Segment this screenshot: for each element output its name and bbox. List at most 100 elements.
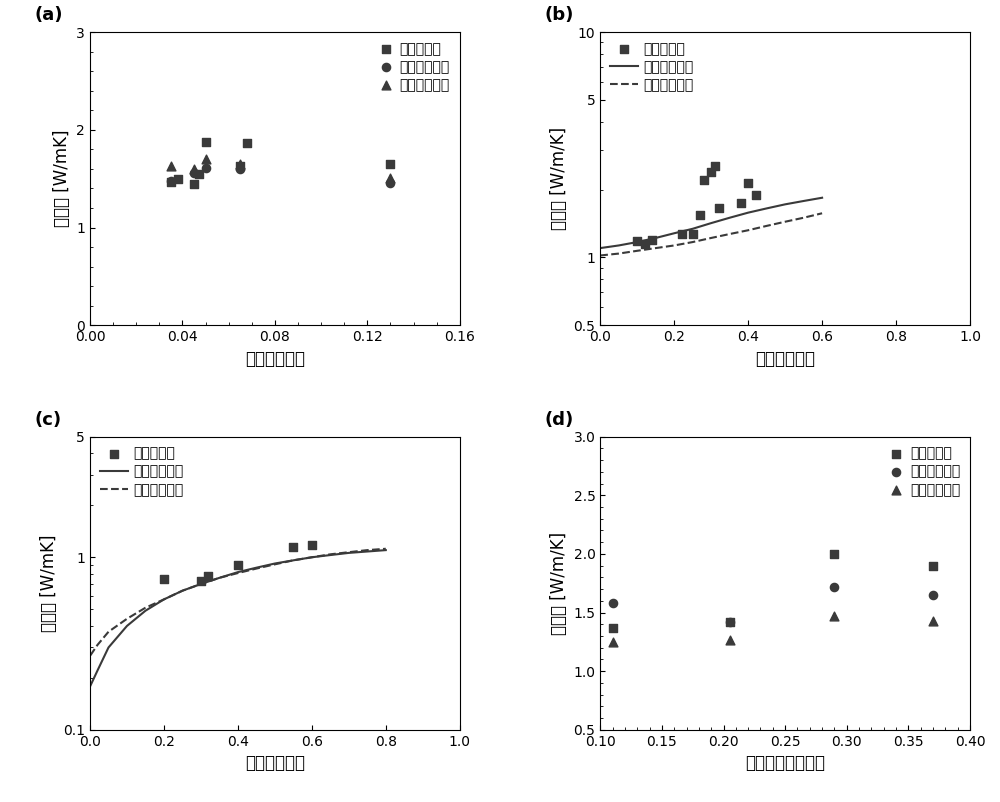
Line: 几何平均模型: 几何平均模型 — [600, 213, 822, 256]
Y-axis label: 热导率 [W/mK]: 热导率 [W/mK] — [53, 130, 71, 228]
额粒包裹模型 — [798, 196, 810, 206]
额粒包裹模型 — [722, 615, 738, 628]
几何平均模型 — [722, 633, 738, 646]
额粒包裹模型 — [250, 563, 262, 573]
额粒包裹模型 — [121, 621, 133, 630]
实验测量値 — [696, 174, 712, 187]
实验测量値 — [748, 188, 764, 201]
额粒包裹模型 — [826, 581, 842, 593]
实验测量値 — [186, 177, 202, 190]
额粒包裹模型 — [631, 237, 643, 247]
Line: 几何平均模型: 几何平均模型 — [90, 549, 386, 655]
几何平均模型 — [213, 573, 225, 582]
几何平均模型 — [158, 594, 170, 604]
实验测量値 — [170, 172, 186, 185]
额粒包裹模型 — [668, 229, 680, 238]
几何平均模型 — [269, 560, 281, 569]
Y-axis label: 热导率 [W/mK]: 热导率 [W/mK] — [40, 534, 58, 632]
额粒包裹模型 — [84, 681, 96, 691]
实验测量値 — [826, 548, 842, 561]
孔隙填充模型 — [186, 166, 202, 179]
几何平均模型 — [91, 640, 103, 650]
Y-axis label: 热导率 [W/m/K]: 热导率 [W/m/K] — [550, 532, 568, 635]
几何平均模型 — [613, 249, 625, 258]
几何平均模型 — [163, 160, 179, 172]
实验测量値 — [740, 176, 756, 189]
实验测量値 — [703, 165, 719, 178]
几何平均模型 — [705, 233, 717, 243]
Legend: 实验测量値, 孔隙填充模型, 几何平均模型: 实验测量値, 孔隙填充模型, 几何平均模型 — [375, 39, 453, 95]
额粒包裹模型 — [195, 579, 207, 589]
几何平均模型 — [380, 544, 392, 553]
实验测量値 — [722, 615, 738, 628]
额粒包裹模型 — [650, 233, 662, 243]
实验测量値 — [925, 559, 941, 572]
几何平均模型 — [343, 548, 355, 557]
实验测量値 — [239, 136, 255, 149]
额粒包裹模型 — [361, 547, 373, 557]
额粒包裹模型 — [287, 556, 299, 565]
Line: 额粒包裹模型: 额粒包裹模型 — [90, 550, 386, 686]
额粒包裹模型 — [613, 241, 625, 250]
实验测量値 — [200, 569, 216, 582]
几何平均模型 — [687, 237, 699, 247]
几何平均模型 — [121, 614, 133, 624]
Line: 额粒包裹模型: 额粒包裹模型 — [600, 198, 822, 248]
Text: (a): (a) — [35, 6, 63, 24]
实验测量値 — [685, 228, 701, 241]
几何平均模型 — [139, 603, 151, 613]
几何平均模型 — [324, 549, 336, 559]
实验测量値 — [733, 196, 749, 209]
实验测量値 — [191, 168, 207, 180]
额粒包裹模型 — [102, 642, 114, 652]
Text: (b): (b) — [545, 6, 574, 24]
额粒包裹模型 — [605, 597, 621, 610]
几何平均模型 — [361, 545, 373, 555]
几何平均模型 — [198, 152, 214, 165]
几何平均模型 — [650, 243, 662, 253]
额粒包裹模型 — [705, 218, 717, 228]
X-axis label: 水合物饱和度: 水合物饱和度 — [755, 350, 815, 367]
实验测量値 — [629, 235, 645, 248]
额粒包裹模型 — [724, 213, 736, 222]
几何平均模型 — [826, 610, 842, 622]
几何平均模型 — [176, 586, 188, 596]
几何平均模型 — [306, 553, 318, 562]
额粒包裹模型 — [380, 545, 392, 555]
几何平均模型 — [668, 241, 680, 250]
X-axis label: 水合物饱和度: 水合物饱和度 — [245, 754, 305, 772]
Legend: 实验测量値, 额粒包裹模型, 几何平均模型: 实验测量値, 额粒包裹模型, 几何平均模型 — [885, 444, 963, 500]
实验测量値 — [382, 157, 398, 170]
实验测量値 — [232, 160, 248, 172]
额粒包裹模型 — [816, 193, 828, 203]
额粒包裹模型 — [269, 559, 281, 569]
额粒包裹模型 — [176, 586, 188, 596]
额粒包裹模型 — [91, 666, 103, 675]
几何平均模型 — [84, 650, 96, 660]
几何平均模型 — [382, 172, 398, 184]
Text: (c): (c) — [35, 411, 62, 429]
实验测量値 — [198, 135, 214, 148]
孔隙填充模型 — [198, 161, 214, 174]
实验测量値 — [637, 237, 653, 250]
几何平均模型 — [816, 209, 828, 218]
实验测量値 — [156, 573, 172, 585]
几何平均模型 — [250, 564, 262, 573]
实验测量値 — [674, 228, 690, 241]
孔隙填充模型 — [232, 163, 248, 176]
几何平均模型 — [761, 221, 773, 231]
额粒包裹模型 — [761, 204, 773, 213]
几何平均模型 — [798, 213, 810, 222]
实验测量値 — [285, 541, 301, 553]
额粒包裹模型 — [213, 573, 225, 582]
Legend: 实验测量値, 额粒包裹模型, 几何平均模型: 实验测量値, 额粒包裹模型, 几何平均模型 — [97, 444, 186, 500]
额粒包裹模型 — [139, 606, 151, 615]
几何平均模型 — [232, 569, 244, 578]
X-axis label: 非气相组分饱和度: 非气相组分饱和度 — [745, 754, 825, 772]
额粒包裹模型 — [594, 243, 606, 253]
X-axis label: 水合物饱和度: 水合物饱和度 — [245, 350, 305, 367]
实验测量値 — [605, 622, 621, 634]
额粒包裹模型 — [324, 550, 336, 560]
几何平均模型 — [186, 163, 202, 176]
实验测量値 — [707, 160, 723, 172]
